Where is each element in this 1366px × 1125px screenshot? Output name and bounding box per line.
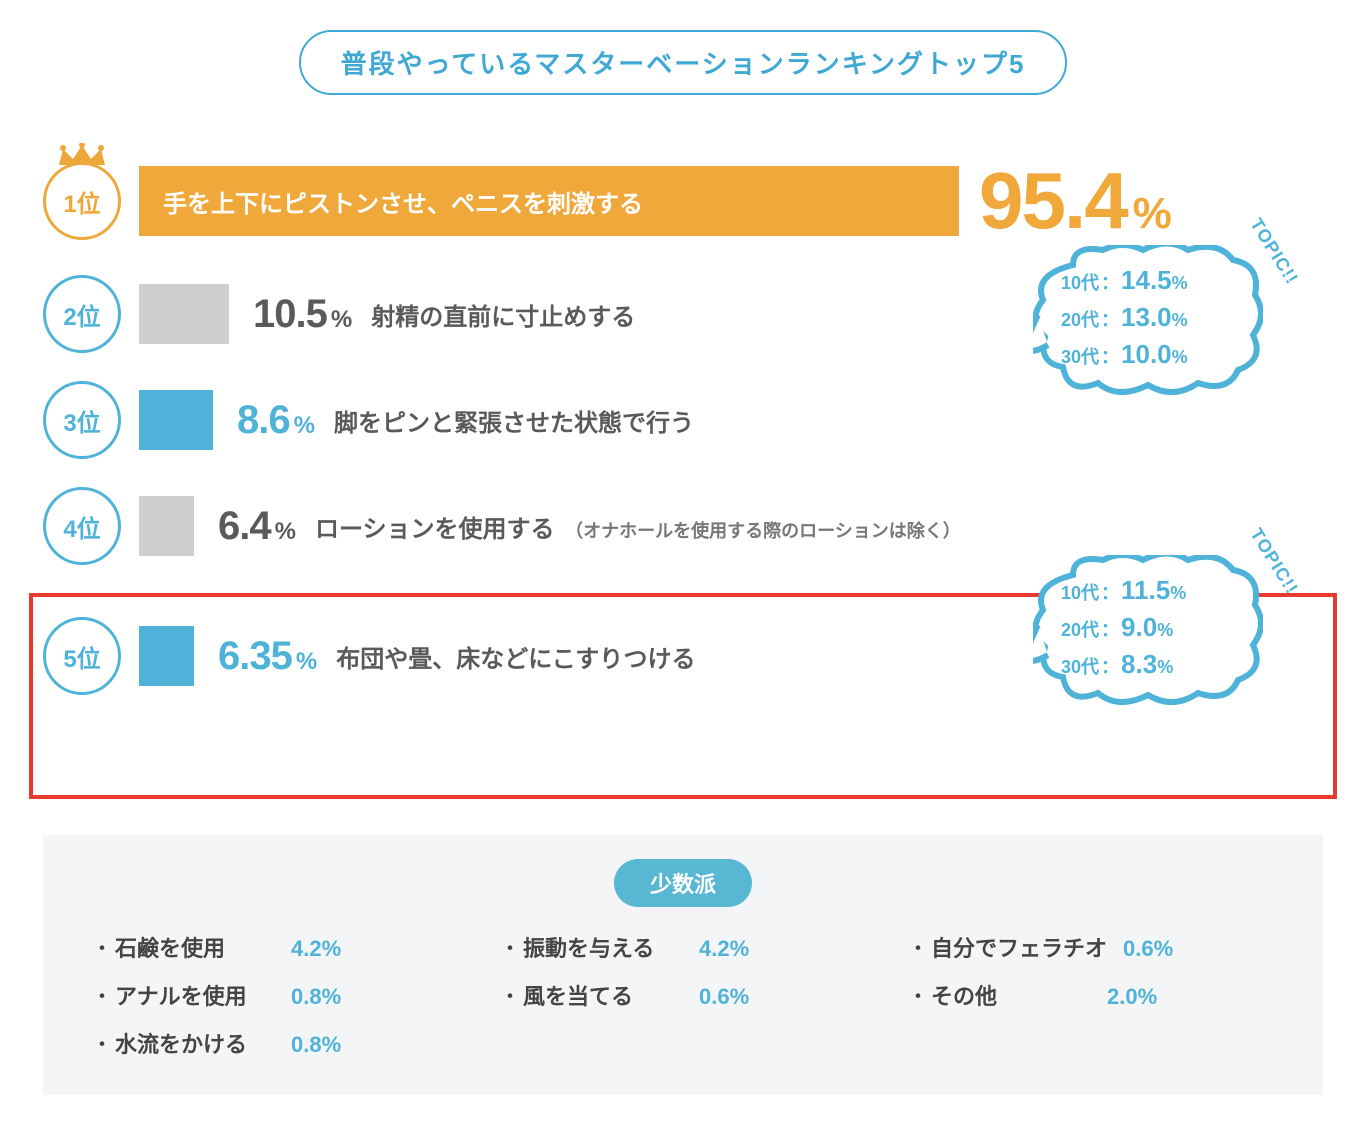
rank-value-1: 95.4 %: [979, 155, 1170, 247]
rank-number: 2位: [63, 297, 100, 332]
rank-label-4: ローションを使用する （オナホールを使用する際のローションは除く）: [315, 509, 961, 544]
rank-label-2: 射精の直前に寸止めする: [371, 297, 635, 332]
minority-item: ・石鹸を使用 4.2%: [91, 931, 459, 963]
rank-label-1: 手を上下にピストンさせ、ペニスを刺激する: [163, 184, 643, 219]
callout-line: 20代： 9.0 %: [1061, 612, 1253, 643]
rank-bar-3: [139, 390, 213, 450]
rank-label-3: 脚をピンと緊張させた状態で行う: [334, 403, 694, 438]
rank-badge-5: 5位: [43, 617, 121, 695]
topic-callout-2: TOPIC!! 10代： 11.5 % 20代： 9.0 % 30代： 8.3 …: [1033, 555, 1263, 700]
rank-bar-4: [139, 496, 194, 556]
minority-item: ・自分でフェラチオ 0.6%: [907, 931, 1275, 963]
minority-title: 少数派: [614, 859, 752, 907]
callout-line: 10代： 14.5 %: [1061, 265, 1253, 296]
ranking-chart: 1位 手を上下にピストンさせ、ペニスを刺激する 95.4 % 2位 10.5 %…: [43, 155, 1323, 799]
rank-badge-4: 4位: [43, 487, 121, 565]
rank-value-4: 6.4 %: [218, 504, 295, 549]
rank-label-5: 布団や畳、床などにこすりつける: [336, 639, 695, 674]
minority-item: ・振動を与える 4.2%: [499, 931, 867, 963]
topic-callout-1: TOPIC!! 10代： 14.5 % 20代： 13.0 % 30代： 10.…: [1033, 245, 1263, 390]
rank-value-5: 6.35 %: [218, 634, 316, 679]
minority-item: ・風を当てる 0.6%: [499, 979, 867, 1011]
callout-line: 30代： 8.3 %: [1061, 649, 1253, 680]
rank-row-4: 4位 6.4 % ローションを使用する （オナホールを使用する際のローションは除…: [43, 487, 1323, 565]
callout-line: 10代： 11.5 %: [1061, 575, 1253, 606]
minority-item: ・その他 2.0%: [907, 979, 1275, 1011]
chart-title: 普段やっているマスターベーションランキングトップ5: [299, 30, 1068, 95]
rank-value-3: 8.6 %: [237, 398, 314, 443]
rank-number: 4位: [63, 509, 100, 544]
rank-bar-2: [139, 284, 229, 344]
minority-item: ・アナルを使用 0.8%: [91, 979, 459, 1011]
crown-icon: [57, 143, 107, 167]
minority-column: ・自分でフェラチオ 0.6% ・その他 2.0%: [907, 931, 1275, 1059]
rank-number: 1位: [63, 184, 100, 219]
rank-row-1: 1位 手を上下にピストンさせ、ペニスを刺激する 95.4 %: [43, 155, 1323, 247]
minority-column: ・振動を与える 4.2% ・風を当てる 0.6%: [499, 931, 867, 1059]
callout-line: 30代： 10.0 %: [1061, 339, 1253, 370]
minority-item: ・水流をかける 0.8%: [91, 1027, 459, 1059]
rank-badge-3: 3位: [43, 381, 121, 459]
callout-line: 20代： 13.0 %: [1061, 302, 1253, 333]
rank-number: 5位: [63, 639, 100, 674]
minority-section: 少数派 ・石鹸を使用 4.2% ・アナルを使用 0.8% ・水流をかける 0.8…: [43, 835, 1323, 1095]
infographic-container: 普段やっているマスターベーションランキングトップ5 1位 手を上下にピストンさせ…: [43, 30, 1323, 1095]
minority-column: ・石鹸を使用 4.2% ・アナルを使用 0.8% ・水流をかける 0.8%: [91, 931, 459, 1059]
rank-number: 3位: [63, 403, 100, 438]
rank-badge-2: 2位: [43, 275, 121, 353]
rank-bar-5: [139, 626, 194, 686]
rank-bar-1: 手を上下にピストンさせ、ペニスを刺激する: [139, 166, 959, 236]
rank-value-2: 10.5 %: [253, 292, 351, 337]
rank-badge-1: 1位: [43, 162, 121, 240]
